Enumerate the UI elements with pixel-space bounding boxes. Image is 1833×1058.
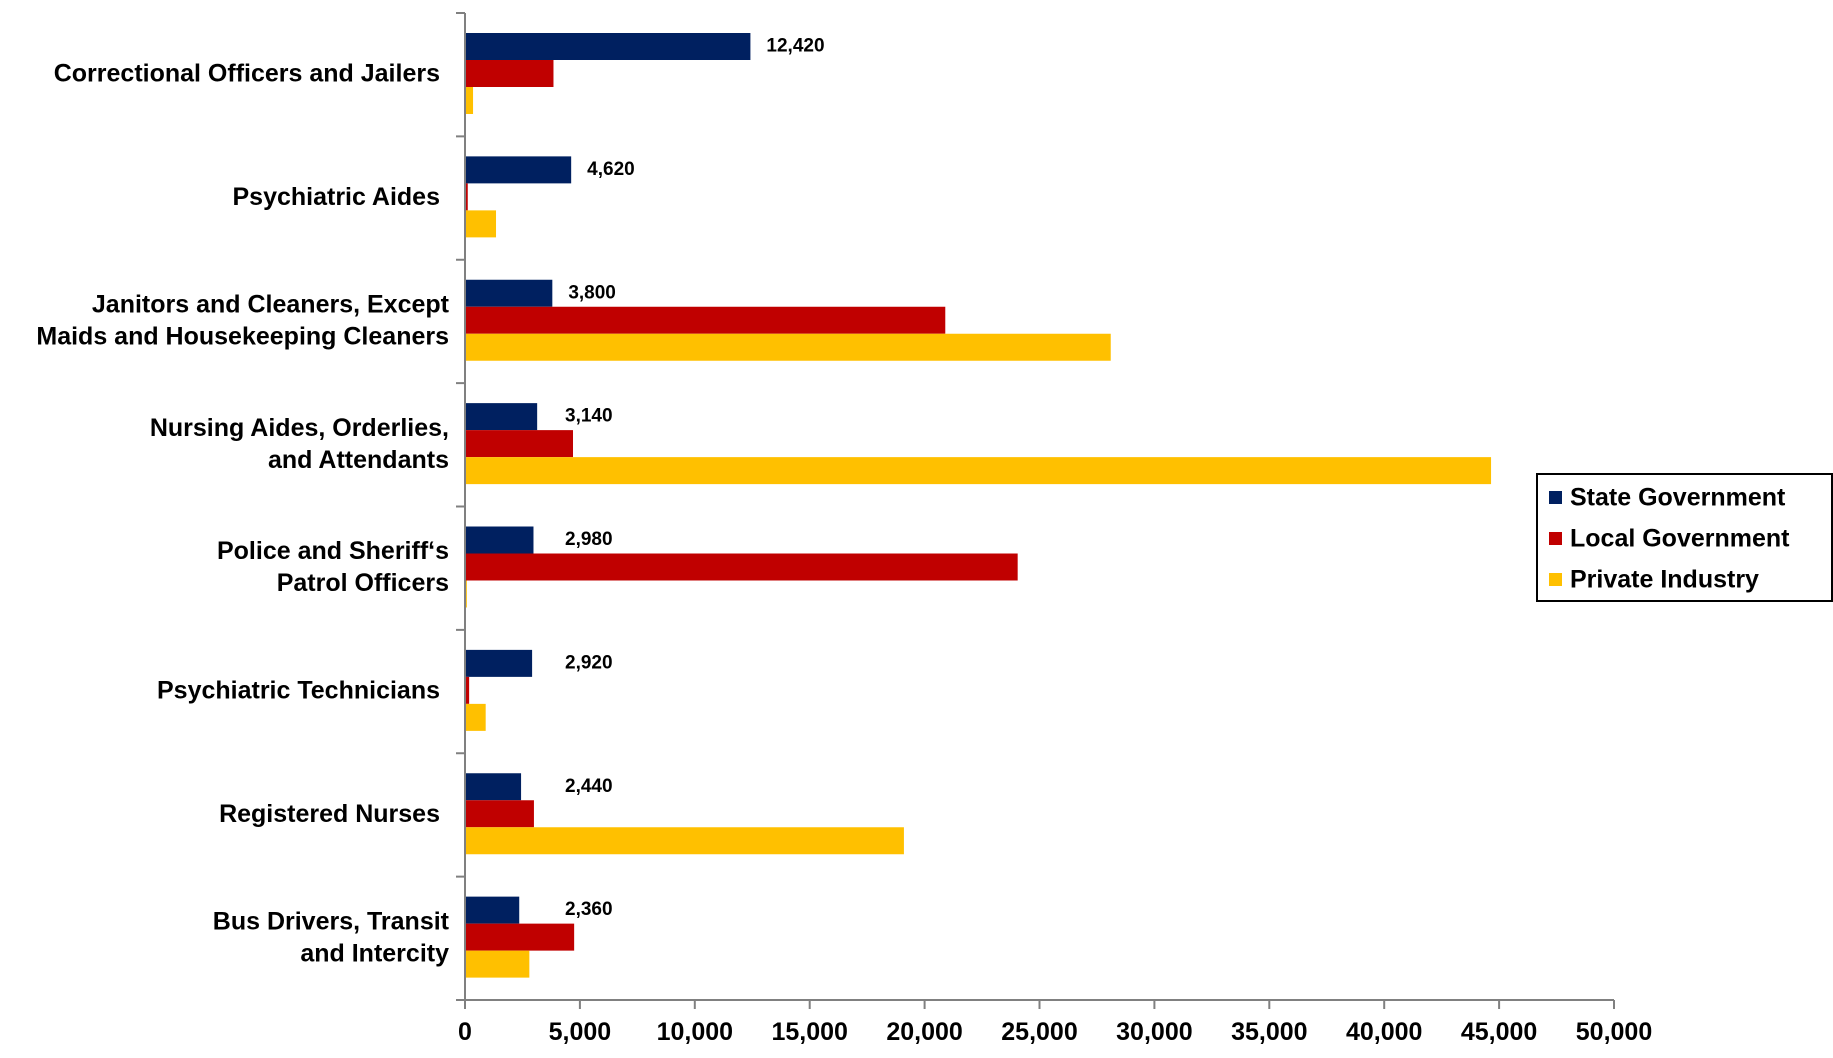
category-label-line: Police and Sheriff‘s — [217, 537, 449, 565]
bar-state-government-5 — [465, 649, 533, 677]
category-label-line: Maids and Housekeeping Cleaners — [36, 322, 449, 350]
bar-state-government-7 — [465, 896, 520, 924]
bar-state-government-0 — [465, 33, 751, 60]
x-tick-label-2: 10,000 — [657, 1018, 733, 1046]
x-tick-label-3: 15,000 — [771, 1018, 847, 1046]
x-tick-label-4: 20,000 — [886, 1018, 962, 1046]
category-label-6: Registered Nurses — [219, 800, 440, 828]
bar-state-government-1 — [465, 156, 572, 184]
data-label-2: 3,800 — [568, 282, 616, 303]
x-tick-label-6: 30,000 — [1116, 1018, 1192, 1046]
data-label-3: 3,140 — [565, 406, 613, 427]
x-tick-label-1: 5,000 — [549, 1018, 612, 1046]
x-tick-label-9: 45,000 — [1461, 1018, 1537, 1046]
bar-local-government-5 — [465, 676, 470, 704]
category-label-2: Janitors and Cleaners, Except Maids and H… — [36, 290, 449, 350]
legend-swatch-1 — [1549, 532, 1562, 545]
bar-private-industry-6 — [465, 827, 904, 855]
bar-private-industry-3 — [465, 457, 1492, 485]
category-label-4: Police and Sheriff‘s Patrol Officers — [217, 537, 449, 597]
bar-state-government-6 — [465, 773, 522, 801]
data-label-1: 4,620 — [587, 159, 635, 180]
bar-state-government-2 — [465, 279, 553, 307]
bar-local-government-1 — [465, 183, 468, 211]
category-label-0: Correctional Officers and Jailers — [54, 59, 440, 87]
category-label-line: Psychiatric Technicians — [157, 676, 440, 704]
bar-private-industry-5 — [465, 703, 486, 731]
data-label-5: 2,920 — [565, 652, 613, 673]
bar-private-industry-1 — [465, 210, 497, 238]
category-label-line: and Attendants — [268, 445, 449, 473]
bar-local-government-6 — [465, 800, 534, 828]
category-label-line: Correctional Officers and Jailers — [54, 59, 440, 87]
bars-layer — [465, 33, 1492, 978]
x-tick-label-5: 25,000 — [1001, 1018, 1077, 1046]
bar-private-industry-2 — [465, 333, 1111, 361]
category-label-line: Janitors and Cleaners, Except — [92, 290, 450, 318]
category-label-1: Psychiatric Aides — [232, 183, 440, 211]
axes-layer: 0 5,000 10,000 15,000 20,000 25,000 30,000 35,0… — [456, 12, 1652, 1046]
category-label-5: Psychiatric Technicians — [157, 676, 440, 704]
category-label-line: and Intercity — [300, 939, 449, 967]
category-label-line: Bus Drivers, Transit — [213, 907, 450, 935]
bar-local-government-4 — [465, 553, 1018, 581]
legend-swatch-0 — [1549, 491, 1562, 504]
x-tick-label-8: 40,000 — [1346, 1018, 1422, 1046]
legend-box — [1536, 473, 1833, 602]
bar-local-government-0 — [465, 60, 554, 87]
data-label-6: 2,440 — [565, 776, 613, 797]
data-label-4: 2,980 — [565, 529, 613, 550]
bar-local-government-2 — [465, 306, 946, 334]
legend-label-2: Private Industry — [1570, 566, 1759, 594]
bar-state-government-4 — [465, 526, 534, 554]
x-tick-label-0: 0 — [458, 1018, 472, 1046]
x-tick-label-10: 50,000 — [1576, 1018, 1652, 1046]
category-label-3: Nursing Aides, Orderlies, and Attendants — [150, 413, 449, 473]
legend-label-0: State Government — [1570, 484, 1786, 512]
category-label-line: Registered Nurses — [219, 800, 440, 828]
bar-private-industry-0 — [465, 87, 474, 114]
bar-local-government-7 — [465, 923, 575, 951]
legend-label-1: Local Government — [1570, 525, 1790, 553]
bar-state-government-3 — [465, 403, 538, 431]
x-tick-label-7: 35,000 — [1231, 1018, 1307, 1046]
data-label-7: 2,360 — [565, 899, 613, 920]
category-label-line: Patrol Officers — [277, 569, 449, 597]
data-labels-layer: 12,420 Correctional Officers and Jailers 4… — [36, 36, 824, 967]
legend: State Government Local Government Private … — [1536, 473, 1833, 602]
category-label-7: Bus Drivers, Transit and Intercity — [213, 907, 450, 967]
bar-private-industry-7 — [465, 950, 530, 978]
bar-local-government-3 — [465, 430, 574, 458]
legend-swatch-2 — [1549, 573, 1562, 586]
category-label-line: Psychiatric Aides — [232, 183, 440, 211]
data-label-0: 12,420 — [766, 36, 824, 57]
category-label-line: Nursing Aides, Orderlies, — [150, 413, 449, 441]
